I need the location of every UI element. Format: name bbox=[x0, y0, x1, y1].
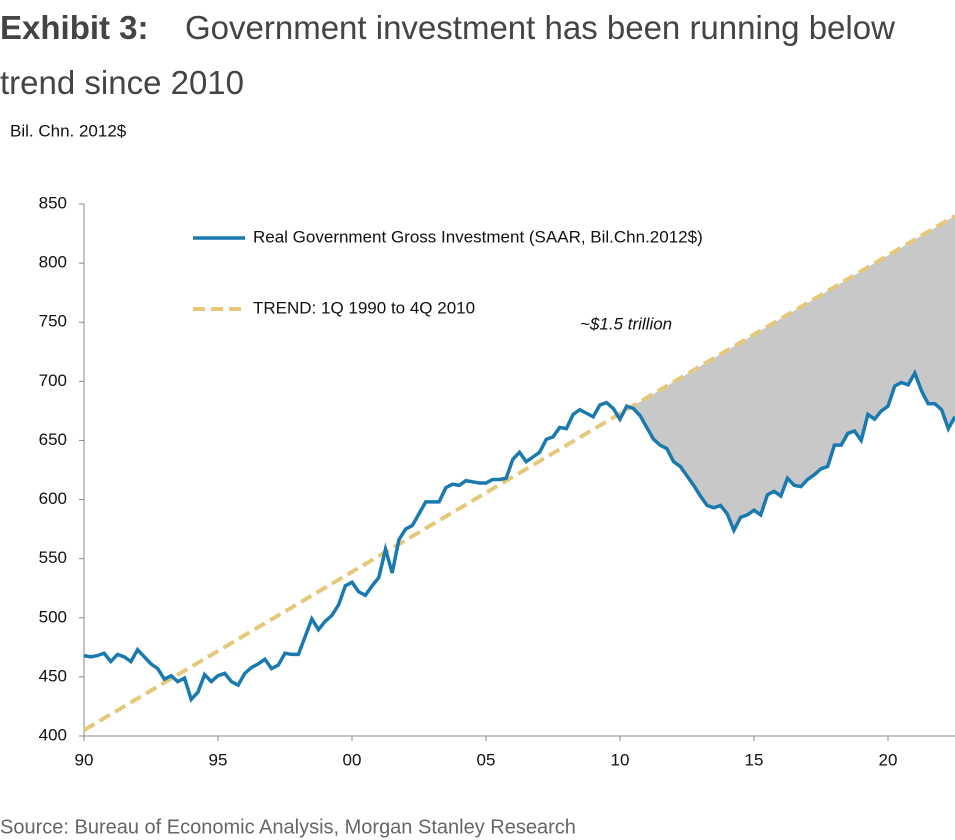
series-line bbox=[82, 214, 955, 732]
x-tick-label: 90 bbox=[75, 750, 94, 769]
x-tick-label: 20 bbox=[879, 750, 898, 769]
source: Source: Bureau of Economic Analysis, Mor… bbox=[0, 816, 576, 838]
legend-label: TREND: 1Q 1990 to 4Q 2010 bbox=[253, 298, 475, 317]
y-tick-label: 550 bbox=[39, 548, 67, 567]
x-tick-label: 05 bbox=[477, 750, 496, 769]
annotation: ~$1.5 trillion bbox=[580, 314, 672, 333]
y-tick-label: 650 bbox=[39, 430, 67, 449]
y-tick-label: 450 bbox=[39, 666, 67, 685]
x-tick-label: 10 bbox=[611, 750, 630, 769]
title: Exhibit 3: Government investment has been… bbox=[0, 0, 955, 110]
y-tick-label: 750 bbox=[39, 312, 67, 331]
y-axis-label: Bil. Chn. 2012$ bbox=[10, 121, 127, 140]
series-line bbox=[83, 368, 955, 703]
title-text: Government investment has been running b… bbox=[0, 9, 895, 101]
y-tick-label: 400 bbox=[39, 725, 67, 744]
gap-area bbox=[626, 215, 955, 531]
legend-label: Real Government Gross Investment (SAAR, … bbox=[253, 227, 703, 246]
y-tick-label: 800 bbox=[39, 253, 67, 272]
x-tick-label: 00 bbox=[343, 750, 362, 769]
title-label: Exhibit 3: bbox=[0, 9, 149, 46]
y-tick-label: 700 bbox=[39, 371, 67, 390]
x-tick-label: 95 bbox=[209, 750, 228, 769]
y-tick-label: 500 bbox=[39, 607, 67, 626]
y-tick-label: 600 bbox=[39, 489, 67, 508]
y-tick-label: 850 bbox=[39, 193, 67, 212]
x-tick-label: 15 bbox=[745, 750, 764, 769]
